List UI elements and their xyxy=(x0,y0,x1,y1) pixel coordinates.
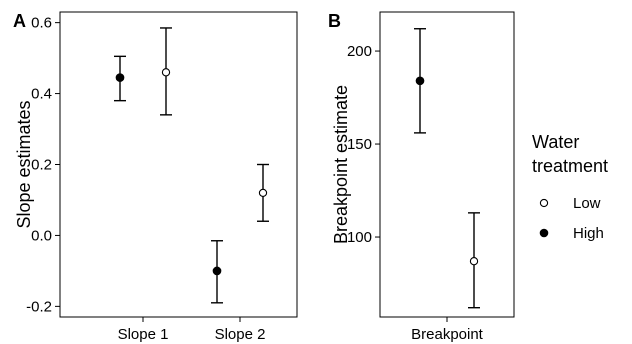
panel-a-xtick-label: Slope 1 xyxy=(118,326,169,343)
legend-title-line1: Water xyxy=(532,132,579,152)
panel-a-point-low xyxy=(258,188,268,198)
legend-marker-high xyxy=(539,228,549,238)
panel-b-ylabel: Breakpoint estimate xyxy=(331,85,351,244)
panel-a-point-low xyxy=(161,68,171,77)
panel-b-point-high xyxy=(415,76,425,86)
legend-label-low: Low xyxy=(573,195,601,212)
panel-b-xtick-label: Breakpoint xyxy=(411,326,484,343)
panel-a-point-high xyxy=(212,266,222,276)
panel-b-frame xyxy=(379,11,515,318)
panel-a-ytick-label: 0.4 xyxy=(31,86,52,103)
panel-a-ytick-label: 0.0 xyxy=(31,227,52,244)
panel-a-ylabel: Slope estimates xyxy=(14,100,34,228)
panel-b-ytick-label: 100 xyxy=(347,229,372,246)
panel-a-ytick-label: -0.2 xyxy=(26,298,52,315)
panel-b-point-low xyxy=(469,257,479,266)
panel-a-point-high xyxy=(115,73,125,82)
panel-b-ytick-label: 200 xyxy=(347,43,372,60)
legend: Water treatment Low High xyxy=(532,132,608,242)
legend-title-line2: treatment xyxy=(532,156,608,176)
panel-a: A -0.2 0.0 0.2 0.4 0.6 Slope 1 Slope 2 Slope est… xyxy=(13,11,298,343)
panel-b: B 100 150 200 Breakpoint Breakpoint estimate xyxy=(328,11,515,343)
panel-a-xtick-label: Slope 2 xyxy=(215,326,266,343)
legend-marker-low xyxy=(539,198,549,208)
panel-b-ytick-label: 150 xyxy=(347,136,372,153)
legend-label-high: High xyxy=(573,225,604,242)
panel-b-letter: B xyxy=(328,11,341,31)
panel-a-ytick-label: 0.6 xyxy=(31,15,52,32)
panel-a-ytick-label: 0.2 xyxy=(31,157,52,174)
panel-a-letter: A xyxy=(13,11,26,31)
